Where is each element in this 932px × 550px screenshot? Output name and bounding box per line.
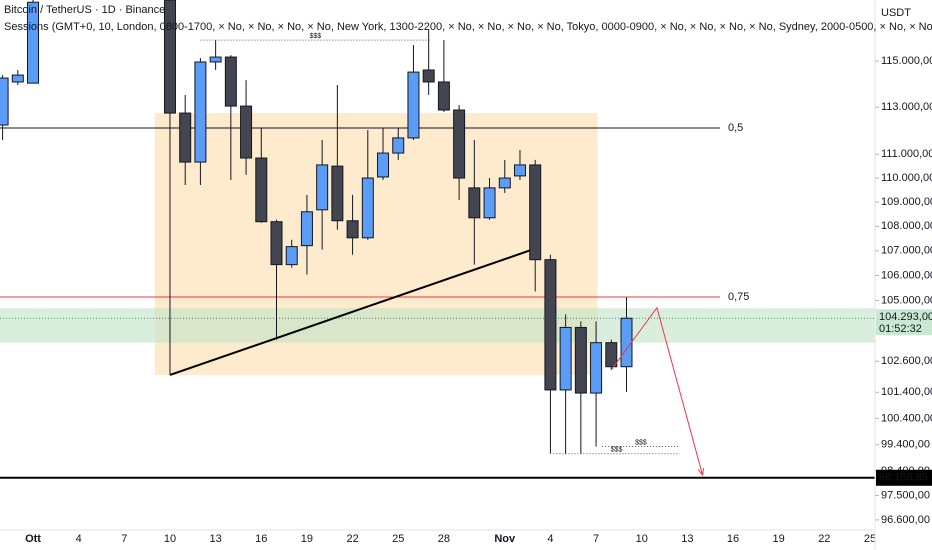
candle-body — [620, 317, 633, 368]
candle-body — [544, 259, 557, 391]
candle-body — [11, 74, 24, 83]
x-tick-label: 25 — [392, 533, 404, 545]
plot-area: 0,5 0,75 $$$ $$$ $$$ — [0, 0, 875, 479]
x-tick-label: 19 — [773, 533, 785, 545]
candle-body — [255, 157, 268, 223]
candle-body — [453, 109, 466, 179]
candle-body — [331, 165, 344, 222]
candle-body — [224, 56, 237, 107]
y-tick-label: 109.000,00 — [881, 196, 932, 208]
candle-body — [422, 69, 435, 83]
x-tick-label: 25 — [864, 533, 876, 545]
candle-body — [468, 187, 481, 219]
y-tick-label: 101.400,00 — [881, 386, 932, 398]
candle-body — [559, 326, 572, 391]
y-tick-label: 113.000,00 — [881, 101, 932, 113]
y-tick-label: 110.000,00 — [881, 172, 932, 184]
y-tick-label: 99.400,00 — [881, 439, 930, 451]
x-tick-label: 7 — [593, 533, 599, 545]
zone — [0, 308, 875, 343]
candle-body — [529, 164, 542, 261]
y-tick-label: 106.000,00 — [881, 269, 932, 281]
liquidity-label: $$$ — [611, 447, 623, 454]
y-tick-label: 102.600,00 — [881, 355, 932, 367]
x-tick-label: Nov — [494, 533, 516, 545]
countdown-label: 01:52:32 — [879, 323, 922, 335]
candle-body — [285, 246, 298, 266]
x-tick-label: 4 — [547, 533, 553, 545]
last-price-tag — [876, 309, 932, 336]
y-tick-label: 97.500,00 — [881, 489, 930, 501]
x-tick-label: 4 — [76, 533, 82, 545]
candle-body — [437, 81, 450, 111]
x-tick-label: 7 — [121, 533, 127, 545]
y-tick-label: 111.000,00 — [881, 148, 932, 160]
support-label: 98.158,85 — [879, 472, 928, 484]
y-tick-label: 115.000,00 — [881, 55, 932, 67]
level-label: 0,75 — [728, 291, 749, 303]
y-tick-label: 105.000,00 — [881, 294, 932, 306]
x-tick-label: 22 — [346, 533, 358, 545]
x-tick-label: 28 — [438, 533, 450, 545]
indicator-legend: Sessions (GMT+0, 10, London, 0800-1700, … — [4, 21, 932, 33]
y-tick-label: 107.000,00 — [881, 245, 932, 257]
candle-body — [407, 71, 420, 139]
candle-body — [590, 342, 603, 394]
x-tick-label: 10 — [164, 533, 176, 545]
y-tick-label: 100.400,00 — [881, 412, 932, 424]
candle-body — [498, 177, 511, 189]
x-tick-label: 13 — [681, 533, 693, 545]
candle-body — [574, 326, 587, 394]
candle-body — [605, 342, 618, 368]
liquidity-label: $$$ — [309, 33, 321, 40]
last-price-label: 104.293,00 — [879, 311, 932, 323]
candle-body — [483, 187, 496, 219]
candle-body — [194, 61, 207, 163]
projection-path — [610, 306, 704, 476]
candle-body — [316, 164, 329, 211]
candle-body — [361, 177, 374, 239]
x-tick-label: 16 — [255, 533, 267, 545]
candle-body — [300, 211, 313, 247]
y-tick-label: 108.000,00 — [881, 220, 932, 232]
level-label: 0,5 — [728, 122, 743, 134]
arrow-head — [697, 468, 705, 477]
chart-title: Bitcoin / TetherUS · 1D · Binance — [4, 4, 165, 16]
candle-body — [209, 56, 222, 63]
x-tick-label: 19 — [301, 533, 313, 545]
support-tag — [876, 469, 932, 486]
x-tick-label: 10 — [636, 533, 648, 545]
liquidity-label: $$$ — [635, 439, 647, 446]
candle-body — [240, 105, 253, 159]
currency-label: USDT — [881, 7, 911, 19]
candle-body — [513, 164, 526, 177]
y-tick-label: 96.600,00 — [881, 514, 930, 526]
candle-body — [270, 221, 283, 266]
candle-body — [179, 112, 192, 163]
y-axis: 115.000,00 113.000,00 111.000,00 110.000,00… — [875, 55, 932, 526]
trendline — [169, 247, 536, 376]
x-tick-label: 13 — [210, 533, 222, 545]
candle-body — [163, 0, 176, 114]
x-axis: Ott 4 7 10 13 16 19 22 25 28 Nov 4 7 10 13 16 19 22 25 — [25, 533, 876, 545]
candle-body — [0, 77, 9, 126]
x-tick-label: Ott — [25, 533, 41, 545]
candle-body — [392, 137, 405, 154]
x-tick-label: 22 — [818, 533, 830, 545]
candle-body — [346, 220, 359, 239]
x-tick-label: 16 — [727, 533, 739, 545]
candle-body — [377, 152, 390, 178]
candle-body — [27, 1, 40, 84]
